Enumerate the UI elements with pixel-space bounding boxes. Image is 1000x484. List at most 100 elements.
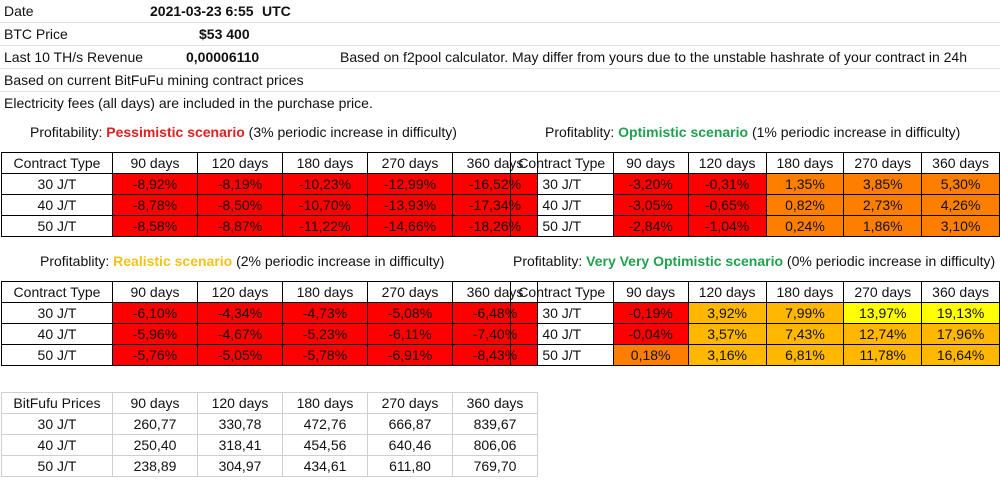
value-cell[interactable]: 3,57% — [687, 323, 767, 345]
value-cell[interactable]: 2,73% — [843, 194, 923, 216]
value-cell[interactable]: 238,89 — [112, 455, 198, 477]
value-cell[interactable]: -8,58% — [112, 215, 198, 237]
value-cell[interactable]: 5,30% — [921, 173, 1000, 195]
value-cell[interactable]: -6,11% — [367, 323, 453, 345]
column-header-days[interactable]: 180 days — [282, 152, 368, 174]
value-cell[interactable]: 260,77 — [112, 413, 198, 435]
value-cell[interactable]: 434,61 — [282, 455, 368, 477]
column-header-days[interactable]: 360 days — [921, 152, 1000, 174]
value-cell[interactable]: 0,24% — [765, 215, 845, 237]
row-label[interactable]: 50 J/T — [1, 215, 113, 237]
value-cell[interactable]: 666,87 — [367, 413, 453, 435]
value-cell[interactable]: 0,82% — [765, 194, 845, 216]
value-cell[interactable]: -11,22% — [282, 215, 368, 237]
row-label[interactable]: 30 J/T — [1, 173, 113, 195]
row-label[interactable]: 50 J/T — [1, 455, 113, 477]
value-cell[interactable]: 16,64% — [921, 344, 1000, 366]
row-label[interactable]: 30 J/T — [510, 302, 614, 324]
value-cell[interactable]: -8,78% — [112, 194, 198, 216]
date-value[interactable]: 2021-03-23 6:55 — [150, 3, 254, 19]
value-cell[interactable]: -8,50% — [197, 194, 283, 216]
value-cell[interactable]: -1,04% — [687, 215, 767, 237]
row-label[interactable]: 40 J/T — [510, 323, 614, 345]
value-cell[interactable]: -3,20% — [612, 173, 689, 195]
value-cell[interactable]: -5,05% — [197, 344, 283, 366]
btc-price-value[interactable]: $53 400 — [199, 26, 250, 42]
column-header-days[interactable]: 90 days — [612, 152, 689, 174]
column-header-days[interactable]: 180 days — [282, 281, 368, 303]
value-cell[interactable]: -6,10% — [112, 302, 198, 324]
value-cell[interactable]: 1,35% — [765, 173, 845, 195]
value-cell[interactable]: 454,56 — [282, 434, 368, 456]
revenue-value[interactable]: 0,00006110 — [186, 49, 260, 65]
value-cell[interactable]: -12,99% — [367, 173, 453, 195]
column-header-days[interactable]: 270 days — [367, 281, 453, 303]
value-cell[interactable]: 19,13% — [921, 302, 1000, 324]
value-cell[interactable]: -10,70% — [282, 194, 368, 216]
row-label[interactable]: 50 J/T — [510, 344, 614, 366]
value-cell[interactable]: 611,80 — [367, 455, 453, 477]
column-header-days[interactable]: 90 days — [112, 152, 198, 174]
value-cell[interactable]: 11,78% — [843, 344, 923, 366]
row-label[interactable]: 50 J/T — [510, 215, 614, 237]
row-label[interactable]: 50 J/T — [1, 344, 113, 366]
value-cell[interactable]: 17,96% — [921, 323, 1000, 345]
value-cell[interactable]: -0,31% — [687, 173, 767, 195]
value-cell[interactable]: -5,96% — [112, 323, 198, 345]
column-header-contract-type[interactable]: Contract Type — [510, 281, 614, 303]
column-header-days[interactable]: 120 days — [197, 392, 283, 414]
column-header-days[interactable]: 270 days — [843, 152, 923, 174]
value-cell[interactable]: -5,23% — [282, 323, 368, 345]
value-cell[interactable]: 3,92% — [687, 302, 767, 324]
value-cell[interactable]: 3,85% — [843, 173, 923, 195]
column-header-contract-type[interactable]: BitFufu Prices — [1, 392, 113, 414]
value-cell[interactable]: -13,93% — [367, 194, 453, 216]
value-cell[interactable]: 12,74% — [843, 323, 923, 345]
value-cell[interactable]: 472,76 — [282, 413, 368, 435]
value-cell[interactable]: -8,19% — [197, 173, 283, 195]
value-cell[interactable]: 839,67 — [452, 413, 538, 435]
column-header-days[interactable]: 270 days — [843, 281, 923, 303]
value-cell[interactable]: -4,34% — [197, 302, 283, 324]
value-cell[interactable]: 1,86% — [843, 215, 923, 237]
value-cell[interactable]: 640,46 — [367, 434, 453, 456]
value-cell[interactable]: 7,99% — [765, 302, 845, 324]
value-cell[interactable]: 7,43% — [765, 323, 845, 345]
column-header-days[interactable]: 180 days — [765, 152, 845, 174]
column-header-days[interactable]: 360 days — [452, 392, 538, 414]
column-header-days[interactable]: 270 days — [367, 152, 453, 174]
value-cell[interactable]: -3,05% — [612, 194, 689, 216]
column-header-days[interactable]: 180 days — [282, 392, 368, 414]
value-cell[interactable]: 3,16% — [687, 344, 767, 366]
column-header-days[interactable]: 120 days — [197, 281, 283, 303]
value-cell[interactable]: 330,78 — [197, 413, 283, 435]
value-cell[interactable]: -5,76% — [112, 344, 198, 366]
row-label[interactable]: 40 J/T — [1, 323, 113, 345]
row-label[interactable]: 30 J/T — [510, 173, 614, 195]
value-cell[interactable]: 769,70 — [452, 455, 538, 477]
value-cell[interactable]: -4,73% — [282, 302, 368, 324]
column-header-contract-type[interactable]: Contract Type — [510, 152, 614, 174]
value-cell[interactable]: 304,97 — [197, 455, 283, 477]
column-header-days[interactable]: 360 days — [921, 281, 1000, 303]
row-label[interactable]: 30 J/T — [1, 302, 113, 324]
value-cell[interactable]: 13,97% — [843, 302, 923, 324]
row-label[interactable]: 40 J/T — [1, 434, 113, 456]
value-cell[interactable]: -10,23% — [282, 173, 368, 195]
value-cell[interactable]: 806,06 — [452, 434, 538, 456]
column-header-contract-type[interactable]: Contract Type — [1, 281, 113, 303]
column-header-contract-type[interactable]: Contract Type — [1, 152, 113, 174]
column-header-days[interactable]: 180 days — [765, 281, 845, 303]
column-header-days[interactable]: 120 days — [687, 152, 767, 174]
value-cell[interactable]: -8,92% — [112, 173, 198, 195]
value-cell[interactable]: -2,84% — [612, 215, 689, 237]
row-label[interactable]: 40 J/T — [510, 194, 614, 216]
value-cell[interactable]: 6,81% — [765, 344, 845, 366]
column-header-days[interactable]: 270 days — [367, 392, 453, 414]
column-header-days[interactable]: 90 days — [612, 281, 689, 303]
row-label[interactable]: 30 J/T — [1, 413, 113, 435]
value-cell[interactable]: 4,26% — [921, 194, 1000, 216]
value-cell[interactable]: -5,78% — [282, 344, 368, 366]
value-cell[interactable]: -8,87% — [197, 215, 283, 237]
value-cell[interactable]: -4,67% — [197, 323, 283, 345]
